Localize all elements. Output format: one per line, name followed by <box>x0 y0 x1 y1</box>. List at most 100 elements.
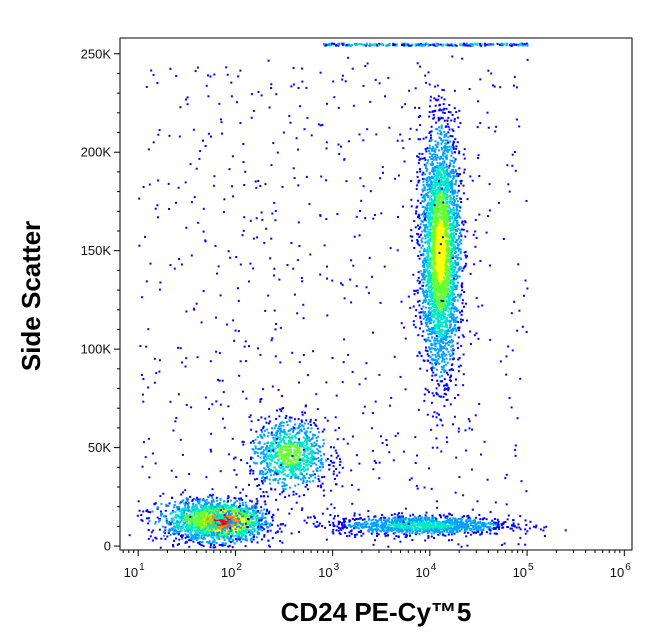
data-point-pop2 <box>205 503 208 506</box>
data-point-pop2 <box>193 510 196 513</box>
data-point-pop1 <box>187 507 190 510</box>
data-point-pop4 <box>446 182 449 185</box>
data-point-pop2 <box>180 512 183 515</box>
data-point-pop4 <box>439 249 442 252</box>
data-point-pop3 <box>294 473 297 476</box>
data-point-pop2 <box>231 520 234 523</box>
data-point-pop2 <box>211 531 213 534</box>
data-point-pop1 <box>184 536 187 539</box>
data-point-pop4 <box>454 158 457 161</box>
data-point-pop4 <box>440 127 443 130</box>
data-point-pop3 <box>260 462 262 465</box>
data-point-pop1 <box>213 538 216 541</box>
data-point-pop2 <box>199 504 202 507</box>
data-point-pop2 <box>229 509 232 512</box>
data-point-pop4 <box>438 199 441 202</box>
data-point-pop1 <box>232 508 235 511</box>
data-point-pop2 <box>190 538 193 540</box>
data-point-pop1 <box>206 501 209 504</box>
data-point-pop4 <box>449 202 452 205</box>
data-point-pop4 <box>429 314 432 316</box>
data-point-pop2 <box>209 511 212 514</box>
data-point-pop3 <box>278 493 281 496</box>
data-point-pop4 <box>421 284 423 287</box>
data-point-pop3 <box>269 482 272 485</box>
data-point-pop2 <box>197 534 200 537</box>
data-point-pop3 <box>261 472 263 475</box>
data-point-pop2 <box>217 510 219 513</box>
data-point-pop4 <box>445 270 448 273</box>
data-point-pop3 <box>279 427 282 430</box>
data-point-pop4 <box>459 229 462 232</box>
data-point-pop3 <box>301 441 304 444</box>
data-point-pop1 <box>173 533 175 536</box>
data-point-pop3 <box>242 440 245 443</box>
data-point-pop2 <box>208 512 211 515</box>
data-point-pop3 <box>337 454 340 457</box>
data-point-pop2 <box>177 543 180 545</box>
data-point-pop4 <box>418 352 421 355</box>
data-point-pop2 <box>158 519 161 522</box>
data-point-pop4 <box>428 216 431 219</box>
data-point-pop1 <box>245 504 248 507</box>
data-point-pop3 <box>233 469 236 472</box>
data-point-pop4 <box>423 338 426 341</box>
data-point-pop4 <box>430 233 433 236</box>
data-point-pop3 <box>292 474 295 477</box>
data-point-pop4 <box>436 162 439 165</box>
data-point-pop4 <box>421 237 424 240</box>
data-point-pop2 <box>188 536 191 539</box>
data-point-pop3 <box>305 447 308 450</box>
data-point-pop2 <box>238 512 241 515</box>
data-point-pop4 <box>435 287 438 290</box>
data-point-pop3 <box>311 456 313 459</box>
data-point-pop4 <box>447 389 450 392</box>
data-point-pop4 <box>452 175 455 177</box>
data-point-pop2 <box>189 509 192 512</box>
data-point-pop1 <box>208 507 211 510</box>
data-point-pop1 <box>249 507 252 510</box>
data-point-pop3 <box>294 484 297 487</box>
data-point-pop4 <box>457 370 460 373</box>
data-point-pop3 <box>292 470 295 473</box>
data-point-pop4 <box>434 206 437 209</box>
data-point-pop3 <box>296 448 298 451</box>
data-point-pop3 <box>310 461 313 464</box>
data-point-pop1 <box>249 512 252 515</box>
data-point-pop1 <box>252 506 255 509</box>
data-point-pop1 <box>213 533 216 535</box>
data-point-pop4 <box>431 305 434 308</box>
data-point-pop1 <box>200 521 203 524</box>
data-point-pop4 <box>445 243 448 246</box>
data-point-pop4 <box>425 255 428 258</box>
data-point-pop4 <box>447 328 450 331</box>
data-point-pop1 <box>213 530 216 533</box>
data-point-pop2 <box>215 521 218 524</box>
data-point-pop3 <box>261 446 264 449</box>
data-point-pop4 <box>446 222 449 225</box>
data-point-pop3 <box>319 459 322 462</box>
data-point-pop2 <box>206 525 209 528</box>
data-point-pop3 <box>262 473 265 476</box>
data-point-pop2 <box>223 526 226 529</box>
data-point-pop3 <box>260 495 262 498</box>
data-point-pop4 <box>451 187 454 190</box>
data-point-pop2 <box>171 497 174 499</box>
data-point-pop4 <box>460 239 463 242</box>
data-point-pop1 <box>252 521 255 524</box>
data-point-pop4 <box>442 321 445 324</box>
data-point-pop1 <box>197 532 200 535</box>
data-point-pop3 <box>288 446 290 448</box>
data-point-pop2 <box>214 523 217 526</box>
data-point-pop3 <box>274 461 276 464</box>
data-point-pop2 <box>181 491 184 494</box>
data-point-pop1 <box>258 532 261 534</box>
data-point-pop3 <box>282 439 285 442</box>
data-point-pop1 <box>271 519 274 522</box>
data-point-pop3 <box>259 471 262 474</box>
data-point-pop2 <box>192 518 195 521</box>
data-point-pop3 <box>306 443 308 445</box>
data-point-pop1 <box>189 519 192 522</box>
data-point-pop1 <box>218 505 221 507</box>
data-point-pop1 <box>243 520 246 523</box>
